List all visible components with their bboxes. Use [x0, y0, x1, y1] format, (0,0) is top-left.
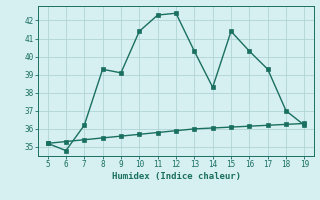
X-axis label: Humidex (Indice chaleur): Humidex (Indice chaleur) — [111, 172, 241, 181]
